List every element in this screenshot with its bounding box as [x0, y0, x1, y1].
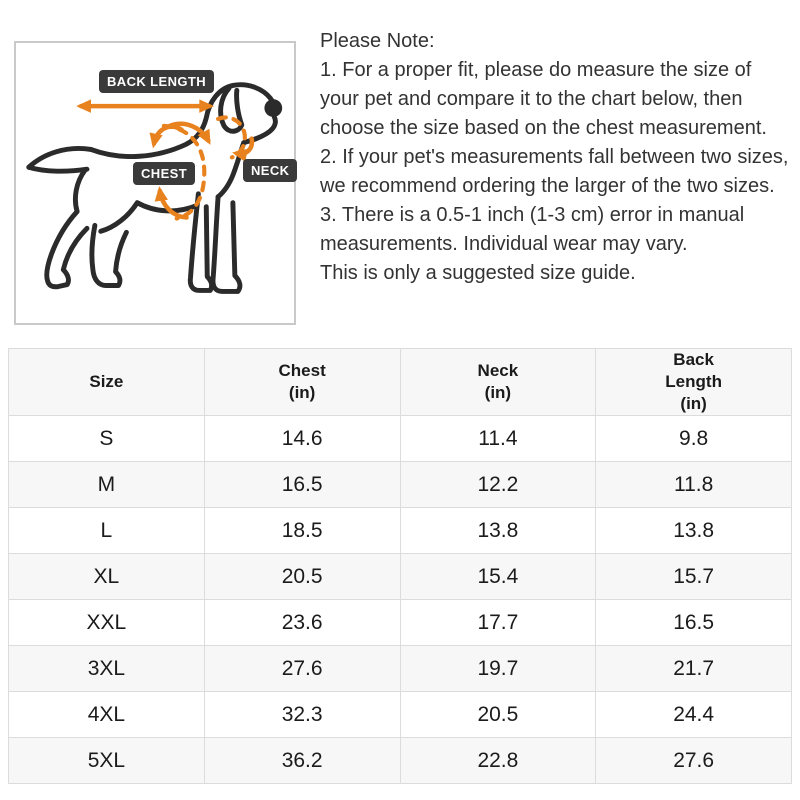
cell-chest: 16.5	[203, 461, 401, 509]
cell-chest: 27.6	[203, 645, 401, 693]
chest-label: CHEST	[133, 162, 196, 185]
note-line-3: 3. There is a 0.5-1 inch (1-3 cm) error …	[320, 204, 745, 255]
dog-outline	[26, 82, 283, 294]
cell-neck: 12.2	[399, 461, 597, 509]
cell-neck: 13.8	[399, 507, 597, 555]
chest-arrow-bottom	[154, 186, 189, 220]
cell-neck: 11.4	[399, 415, 597, 463]
note-line-4: This is only a suggested size guide.	[320, 262, 636, 284]
cell-size: 4XL	[8, 691, 205, 739]
cell-size: XXL	[8, 599, 205, 647]
header-neck: Neck (in)	[399, 347, 597, 417]
back-length-label: BACK LENGTH	[99, 70, 215, 93]
cell-back-length: 15.7	[595, 553, 792, 601]
table-row: XL 20.5 15.4 15.7	[8, 553, 792, 601]
cell-neck: 19.7	[399, 645, 597, 693]
neck-arrow	[232, 136, 255, 162]
dog-illustration	[26, 82, 283, 294]
cell-chest: 36.2	[203, 737, 401, 785]
cell-chest: 32.3	[203, 691, 401, 739]
cell-size: M	[8, 461, 205, 509]
note-line-1: 1. For a proper fit, please do measure t…	[320, 59, 767, 139]
chest-arrow-top	[149, 124, 184, 149]
table-header-row: Size Chest (in) Neck (in) Back Length (i…	[8, 347, 792, 417]
measuring-diagram: BACK LENGTH CHEST NECK	[14, 41, 298, 325]
header-chest: Chest (in)	[203, 347, 401, 417]
cell-neck: 22.8	[399, 737, 597, 785]
cell-back-length: 13.8	[595, 507, 792, 555]
cell-back-length: 11.8	[595, 461, 792, 509]
cell-size: 3XL	[8, 645, 205, 693]
cell-neck: 20.5	[399, 691, 597, 739]
cell-neck: 15.4	[399, 553, 597, 601]
neck-label: NECK	[243, 159, 298, 182]
table-row: 4XL 32.3 20.5 24.4	[8, 691, 792, 739]
cell-back-length: 24.4	[595, 691, 792, 739]
header-back-length: Back Length (in)	[595, 347, 792, 417]
cell-chest: 23.6	[203, 599, 401, 647]
table-row: XXL 23.6 17.7 16.5	[8, 599, 792, 647]
table-row: M 16.5 12.2 11.8	[8, 461, 792, 509]
header-size: Size	[8, 347, 205, 417]
size-chart: Size Chest (in) Neck (in) Back Length (i…	[8, 347, 792, 785]
chest-arrow-shoulder	[167, 121, 211, 145]
cell-neck: 17.7	[399, 599, 597, 647]
table-row: L 18.5 13.8 13.8	[8, 507, 792, 555]
cell-size: XL	[8, 553, 205, 601]
note-block: Please Note: 1. For a proper fit, please…	[320, 27, 794, 288]
cell-size: L	[8, 507, 205, 555]
cell-size: S	[8, 415, 205, 463]
cell-chest: 14.6	[203, 415, 401, 463]
cell-back-length: 27.6	[595, 737, 792, 785]
note-line-2: 2. If your pet's measurements fall betwe…	[320, 146, 789, 197]
cell-back-length: 21.7	[595, 645, 792, 693]
cell-back-length: 9.8	[595, 415, 792, 463]
measurement-annotations	[76, 99, 255, 221]
table-row: 3XL 27.6 19.7 21.7	[8, 645, 792, 693]
size-table: Size Chest (in) Neck (in) Back Length (i…	[8, 347, 792, 785]
note-title: Please Note:	[320, 30, 435, 52]
cell-chest: 18.5	[203, 507, 401, 555]
cell-chest: 20.5	[203, 553, 401, 601]
cell-size: 5XL	[8, 737, 205, 785]
table-row: S 14.6 11.4 9.8	[8, 415, 792, 463]
cell-back-length: 16.5	[595, 599, 792, 647]
table-row: 5XL 36.2 22.8 27.6	[8, 737, 792, 785]
